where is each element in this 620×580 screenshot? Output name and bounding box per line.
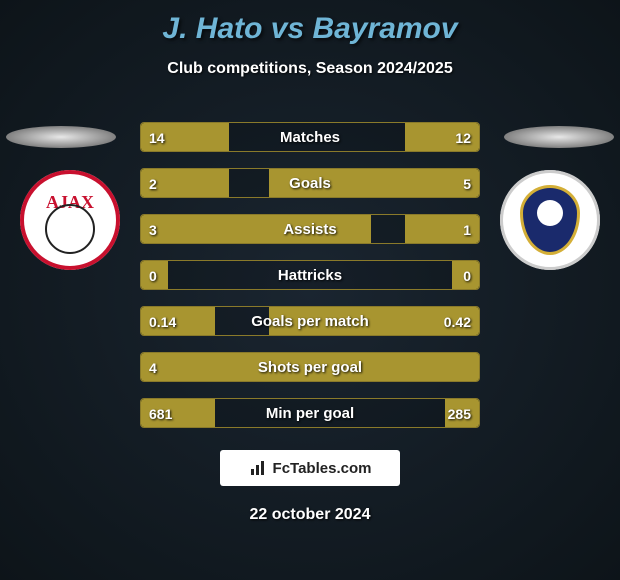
club-badge-left: AJAX bbox=[20, 170, 120, 270]
brand-text: FcTables.com bbox=[273, 460, 372, 477]
stat-row: Matches14 12 bbox=[140, 122, 480, 152]
stat-value-right: 0 bbox=[463, 261, 471, 290]
stat-label: Shots per goal bbox=[141, 353, 479, 382]
stat-row: Min per goal681 285 bbox=[140, 398, 480, 428]
stat-value-left: 4 bbox=[149, 353, 157, 382]
badge-shadow-left bbox=[6, 126, 116, 148]
stat-row: Goals2 5 bbox=[140, 168, 480, 198]
stat-value-left: 14 bbox=[149, 123, 165, 152]
stat-row: Hattricks0 0 bbox=[140, 260, 480, 290]
stat-value-right: 0.42 bbox=[444, 307, 471, 336]
stat-label: Goals per match bbox=[141, 307, 479, 336]
stat-value-left: 0.14 bbox=[149, 307, 176, 336]
stat-label: Assists bbox=[141, 215, 479, 244]
badge-shadow-right bbox=[504, 126, 614, 148]
stat-value-left: 2 bbox=[149, 169, 157, 198]
brand-chart-icon bbox=[249, 459, 267, 477]
stat-label: Matches bbox=[141, 123, 479, 152]
stats-list: Matches14 12 Goals2 5 Assists3 1 Hattricks0 0 Go… bbox=[140, 122, 480, 444]
stat-value-right: 5 bbox=[463, 169, 471, 198]
crest-qarabag-icon bbox=[500, 170, 600, 270]
stat-row: Assists3 1 bbox=[140, 214, 480, 244]
stat-value-left: 3 bbox=[149, 215, 157, 244]
stat-value-left: 0 bbox=[149, 261, 157, 290]
stat-row: Shots per goal4 bbox=[140, 352, 480, 382]
stat-value-right: 1 bbox=[463, 215, 471, 244]
stat-label: Hattricks bbox=[141, 261, 479, 290]
stat-value-right: 12 bbox=[455, 123, 471, 152]
stat-value-left: 681 bbox=[149, 399, 172, 428]
crest-ajax-icon: AJAX bbox=[20, 170, 120, 270]
stat-row: Goals per match0.14 0.42 bbox=[140, 306, 480, 336]
stat-label: Min per goal bbox=[141, 399, 479, 428]
stat-label: Goals bbox=[141, 169, 479, 198]
stat-value-right: 285 bbox=[448, 399, 471, 428]
comparison-title: J. Hato vs Bayramov bbox=[0, 0, 620, 46]
club-badge-right bbox=[500, 170, 600, 270]
comparison-subtitle: Club competitions, Season 2024/2025 bbox=[0, 60, 620, 78]
footer-date: 22 october 2024 bbox=[0, 506, 620, 524]
brand-badge: FcTables.com bbox=[220, 450, 400, 486]
